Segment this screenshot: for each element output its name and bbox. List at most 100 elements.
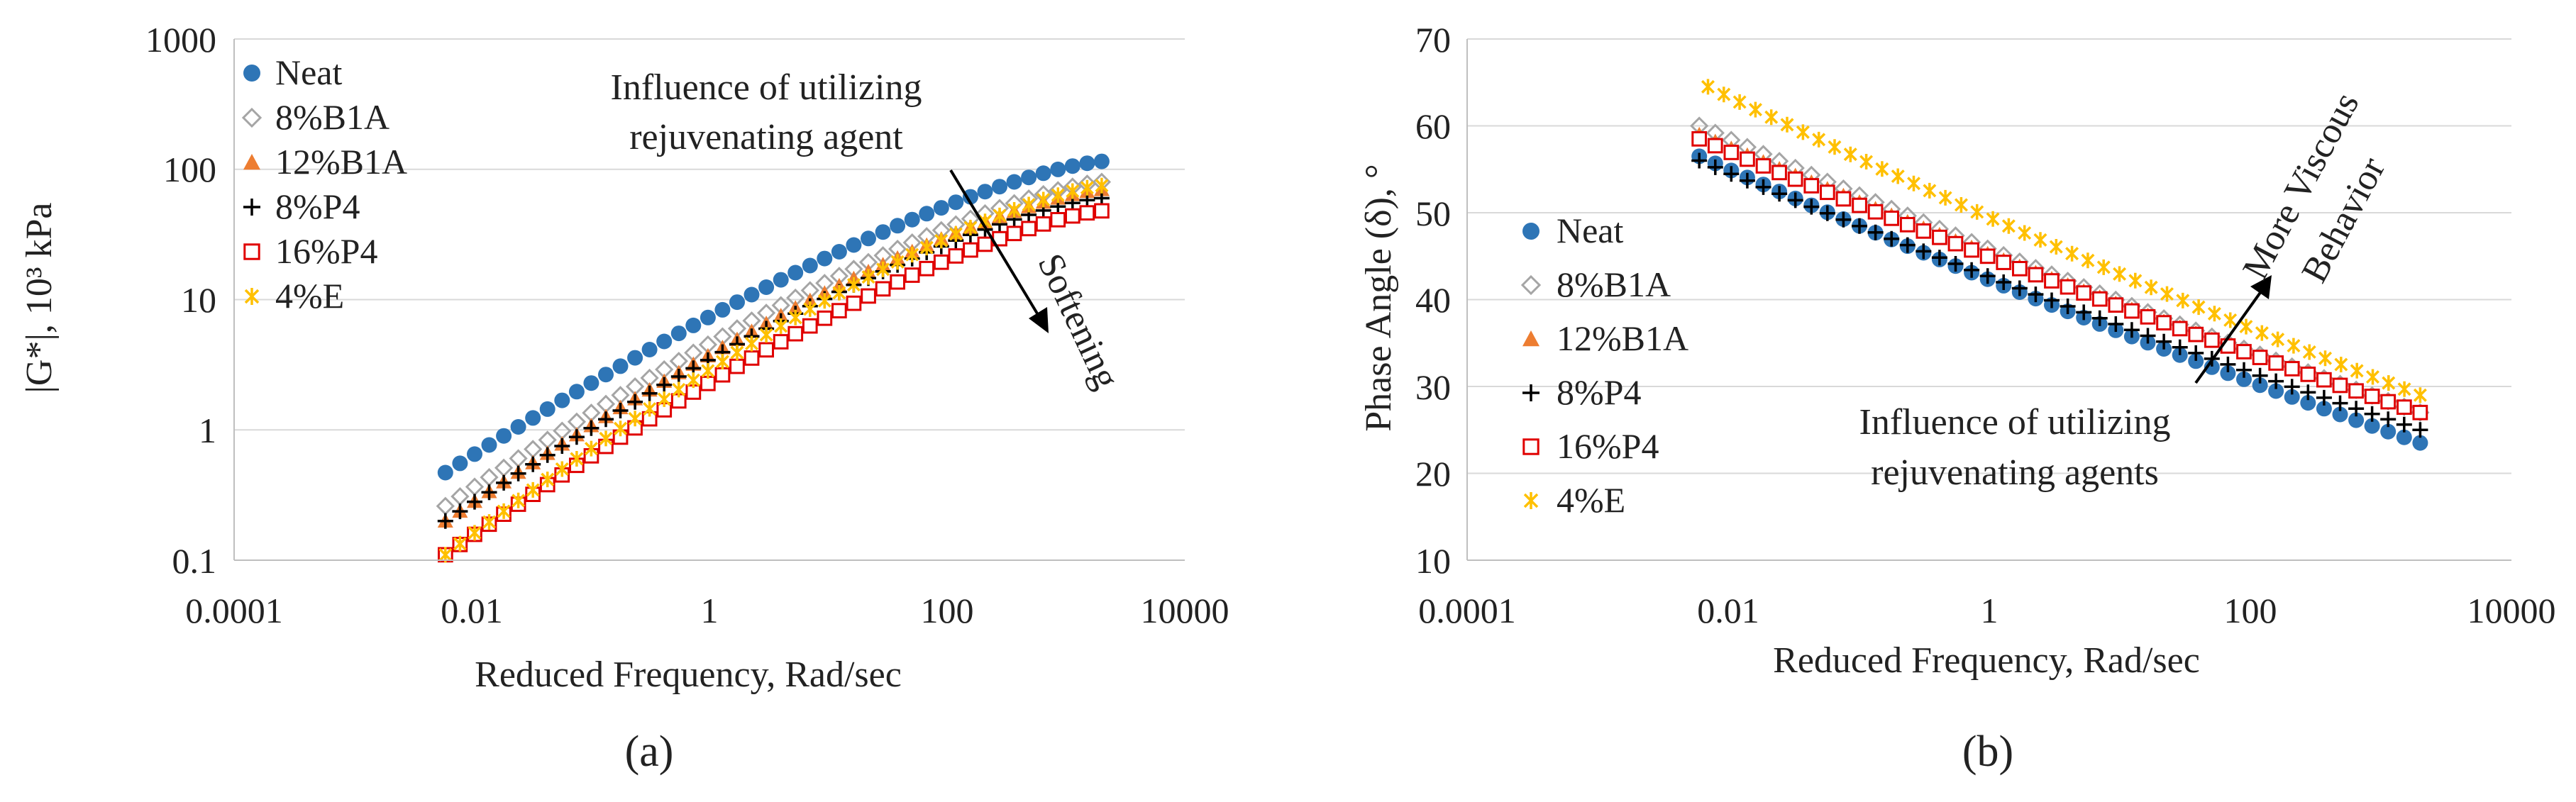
chart-b-legend-symbols <box>1520 223 1542 509</box>
data-point-4e <box>1007 202 1022 218</box>
data-point-4e <box>1859 154 1874 169</box>
data-point-4e <box>657 391 671 407</box>
data-point-4e <box>2397 381 2411 397</box>
data-point-4e <box>2176 292 2190 308</box>
chart-a-ytick: 0.1 <box>172 541 217 581</box>
data-point-16p4 <box>2284 361 2300 377</box>
data-point-16p4 <box>1079 205 1095 221</box>
data-point-16p4 <box>1852 197 1867 213</box>
data-point-neat <box>875 224 891 240</box>
data-point-4e <box>2207 306 2221 322</box>
data-point-8p4 <box>2332 395 2348 411</box>
chart-b-ytick: 60 <box>1415 106 1451 146</box>
data-point-16p4 <box>2364 389 2380 404</box>
data-point-neat <box>2396 429 2412 445</box>
data-point-4e <box>599 430 613 447</box>
chart-b-series <box>1690 79 2430 451</box>
data-point-4e <box>803 301 817 317</box>
legend-marker-8b1a <box>1520 274 1542 296</box>
data-point-neat <box>2380 423 2397 440</box>
data-point-4e <box>482 514 497 530</box>
data-point-16p4 <box>977 236 993 252</box>
data-point-16p4 <box>729 358 745 374</box>
chart-a-ytick: 1 <box>199 411 216 450</box>
data-point-8p4 <box>1819 205 1835 221</box>
data-point-8p4 <box>2252 367 2268 384</box>
data-point-8p4 <box>1899 237 1916 253</box>
data-point-4e <box>2144 279 2158 296</box>
data-point-16p4 <box>1867 204 1884 220</box>
series-8p4 <box>1691 152 2428 438</box>
legend-marker-neat <box>243 65 260 82</box>
data-point-16p4 <box>875 281 891 297</box>
data-point-8p4 <box>467 494 482 510</box>
data-point-16p4 <box>2300 367 2316 382</box>
chart-b-ylabel: Phase Angle (δ), ° <box>1359 164 1399 431</box>
data-point-neat <box>2364 418 2380 434</box>
data-point-neat <box>656 333 673 350</box>
data-point-16p4 <box>846 295 862 311</box>
chart-a-legend-label-8p4: 8%P4 <box>275 186 360 226</box>
data-point-4e <box>1780 116 1794 133</box>
data-point-8p4 <box>2300 384 2316 401</box>
data-point-neat <box>598 367 614 383</box>
data-point-4e <box>1970 204 1984 220</box>
data-point-4e <box>1080 179 1094 196</box>
data-point-4e <box>2018 225 2032 241</box>
data-point-8b1a <box>494 458 514 477</box>
legend-marker-8b1a <box>241 107 262 128</box>
data-point-16p4 <box>773 334 789 350</box>
data-point-8p4 <box>2188 345 2204 361</box>
data-point-4e <box>745 335 759 352</box>
data-point-4e <box>614 421 628 437</box>
data-point-4e <box>788 309 802 325</box>
chart-b-xtick: 0.0001 <box>1418 591 1516 630</box>
data-point-4e <box>2382 375 2396 391</box>
data-point-4e <box>2033 232 2047 248</box>
data-point-16p4 <box>1787 171 1803 187</box>
data-point-16p4 <box>2252 350 2268 365</box>
chart-a-softening-arrow <box>949 169 1049 333</box>
data-point-neat <box>1021 169 1037 186</box>
chart-b-legend-label-12b1a: 12%B1A <box>1557 318 1688 358</box>
data-point-4e <box>817 293 831 309</box>
chart-b-viscous-arrow <box>2194 275 2272 384</box>
chart-a-legend: Neat 8%B1A 12%B1A 8%P4 16%P4 4%E <box>241 52 407 316</box>
data-point-16p4 <box>2188 326 2204 342</box>
data-point-neat <box>700 309 716 325</box>
data-point-8p4 <box>568 429 585 445</box>
data-point-4e <box>541 472 555 488</box>
data-point-4e <box>846 277 861 293</box>
chart-b-annotation-influence-line2: rejuvenating agents <box>1871 452 2159 493</box>
data-point-16p4 <box>933 254 949 270</box>
data-point-4e <box>2365 369 2379 385</box>
data-point-16p4 <box>2140 309 2156 325</box>
data-point-16p4 <box>1916 223 1932 239</box>
chart-a-xtick: 10000 <box>1141 591 1229 630</box>
data-point-4e <box>2160 286 2174 302</box>
data-point-4e <box>993 207 1007 223</box>
legend-marker-12b1a <box>243 154 260 170</box>
data-point-16p4 <box>1006 225 1022 242</box>
data-point-neat <box>641 342 658 357</box>
chart-b-legend: Neat 8%B1A 12%B1A 8%P4 16%P4 4%E <box>1520 211 1688 520</box>
chart-a-ytick: 1000 <box>145 20 216 60</box>
data-point-8p4 <box>510 465 526 481</box>
data-point-4e <box>1986 211 2000 227</box>
chart-a-panel-label: (a) <box>625 728 674 776</box>
data-point-4e <box>1701 79 1715 95</box>
legend-marker-12b1a <box>1522 330 1539 347</box>
legend-marker-8p4 <box>1522 384 1539 401</box>
chart-b-ytick: 30 <box>1415 367 1451 407</box>
data-point-8p4 <box>627 394 643 410</box>
data-point-4e <box>919 240 934 256</box>
data-point-8p4 <box>1979 268 1996 284</box>
data-point-8p4 <box>554 438 570 454</box>
data-point-neat <box>2188 353 2204 369</box>
data-point-8p4 <box>1852 218 1867 234</box>
data-point-16p4 <box>1803 178 1820 194</box>
data-point-4e <box>1923 182 1937 199</box>
data-point-neat <box>452 455 468 472</box>
data-point-8p4 <box>2011 280 2028 296</box>
